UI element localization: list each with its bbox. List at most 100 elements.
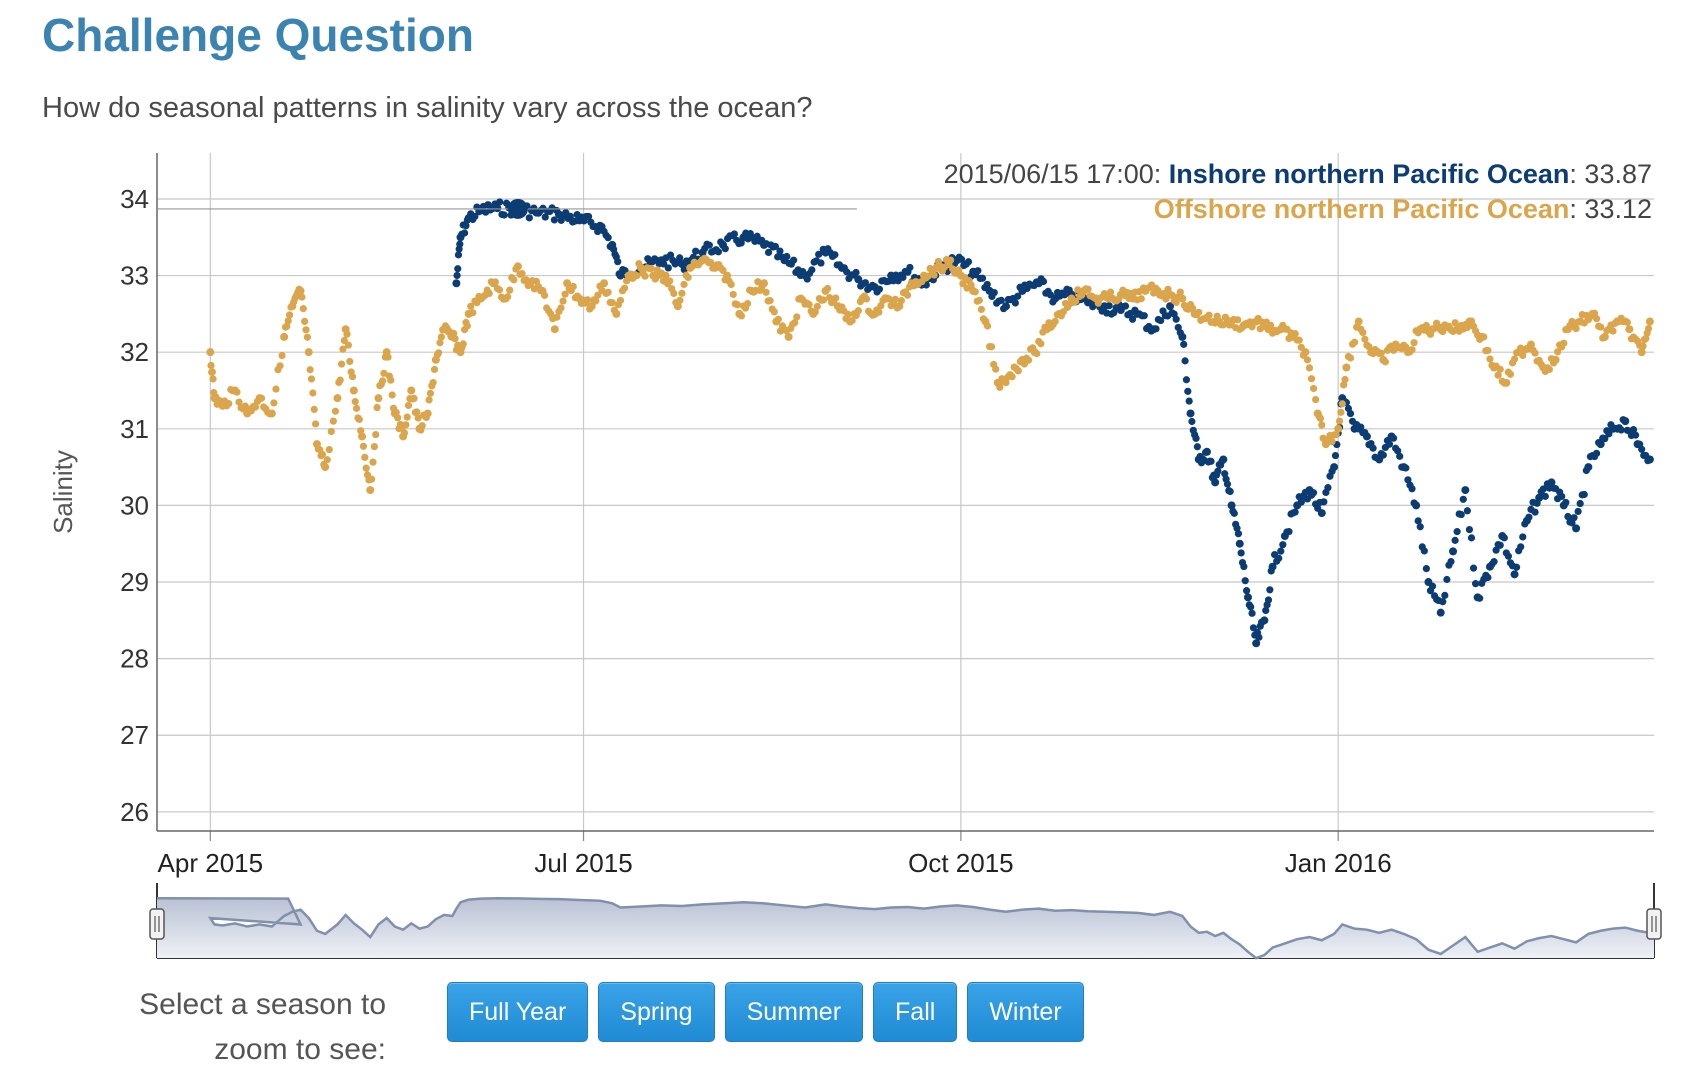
fall-button[interactable]: Fall — [873, 982, 958, 1042]
data-point — [569, 282, 577, 291]
data-point — [1346, 410, 1355, 418]
data-point — [1033, 349, 1041, 358]
data-point — [895, 302, 904, 311]
data-point — [387, 376, 395, 384]
data-point — [1252, 639, 1261, 648]
data-point — [1379, 451, 1387, 459]
data-point — [1592, 449, 1601, 457]
data-point — [848, 316, 856, 325]
data-point — [1500, 534, 1508, 542]
data-point — [764, 248, 773, 257]
tooltip-series-name: Offshore northern Pacific Ocean — [1154, 194, 1570, 224]
data-point — [302, 326, 310, 334]
data-point — [485, 289, 493, 297]
data-point — [1072, 297, 1080, 306]
data-point — [1014, 367, 1022, 375]
data-point — [1346, 354, 1355, 362]
data-point — [1249, 624, 1258, 632]
data-point — [641, 272, 649, 280]
page-subtitle: How do seasonal patterns in salinity var… — [42, 92, 813, 124]
data-point — [1609, 327, 1617, 335]
data-point — [1305, 364, 1314, 372]
data-point — [1317, 509, 1326, 518]
tooltip-line: 2015/06/15 17:00: Inshore northern Pacif… — [944, 159, 1652, 189]
data-point — [284, 317, 292, 325]
data-point — [1219, 455, 1228, 464]
data-point — [854, 307, 862, 315]
y-tick-label: 33 — [120, 261, 149, 291]
data-point — [680, 280, 688, 289]
data-point — [875, 285, 884, 293]
spring-button[interactable]: Spring — [598, 982, 715, 1042]
data-point — [453, 271, 461, 280]
data-point — [1377, 349, 1385, 357]
data-point — [467, 302, 475, 310]
data-point — [506, 286, 514, 294]
data-point — [348, 373, 357, 381]
data-point — [1195, 308, 1203, 316]
data-point — [1486, 355, 1494, 363]
data-point — [299, 305, 307, 313]
data-point — [1623, 318, 1631, 326]
range-navigator[interactable] — [149, 883, 1662, 960]
data-point — [783, 252, 791, 261]
navigator-left-handle[interactable] — [149, 908, 165, 940]
hover-marker — [507, 198, 528, 219]
data-point — [1644, 324, 1653, 333]
data-point — [1237, 549, 1245, 557]
season-prompt-line2: zoom to see: — [214, 1033, 386, 1066]
data-point — [1513, 563, 1521, 571]
data-point — [784, 332, 793, 341]
data-point — [1303, 356, 1312, 364]
data-point — [407, 386, 416, 395]
data-point — [762, 288, 770, 296]
data-point — [311, 420, 320, 428]
data-point — [1361, 335, 1369, 343]
summer-button[interactable]: Summer — [724, 982, 864, 1042]
data-point — [1168, 291, 1176, 299]
data-point — [1285, 528, 1293, 536]
data-point — [1490, 558, 1498, 566]
data-point — [1625, 325, 1634, 334]
data-point — [1463, 507, 1471, 515]
data-point — [541, 213, 549, 221]
data-point — [550, 325, 559, 334]
data-point — [862, 295, 871, 303]
data-point — [1230, 509, 1238, 517]
navigator-right-handle[interactable] — [1646, 908, 1662, 940]
data-point — [633, 272, 641, 280]
data-point — [1449, 547, 1458, 556]
data-point — [1541, 492, 1549, 500]
y-tick-label: 26 — [120, 797, 149, 827]
data-point — [992, 365, 1000, 373]
data-point — [614, 258, 622, 266]
data-point — [435, 349, 443, 357]
data-point — [1211, 478, 1220, 487]
data-point — [369, 458, 377, 466]
data-point — [684, 273, 692, 282]
season-button-group: Full Year Spring Summer Fall Winter — [447, 982, 1084, 1042]
full-year-button[interactable]: Full Year — [447, 982, 589, 1042]
data-point — [436, 339, 444, 347]
data-point — [903, 291, 912, 299]
data-point — [1463, 323, 1471, 332]
data-point — [608, 299, 616, 307]
data-point — [1166, 302, 1175, 311]
data-point — [1526, 340, 1535, 349]
data-point — [272, 385, 280, 393]
data-point — [1002, 379, 1010, 387]
data-point — [1422, 564, 1430, 573]
data-point — [1554, 348, 1562, 356]
data-point — [1172, 315, 1180, 323]
season-prompt-line1: Select a season to — [139, 988, 386, 1021]
data-point — [1235, 539, 1244, 548]
data-point — [267, 409, 276, 418]
data-point — [1517, 543, 1525, 551]
winter-button[interactable]: Winter — [967, 982, 1084, 1042]
data-point — [339, 345, 347, 353]
data-point — [666, 277, 674, 285]
data-point — [1051, 317, 1059, 325]
data-point — [1629, 426, 1638, 434]
chart-plot-area[interactable] — [206, 198, 1654, 648]
salinity-chart[interactable]: 26 27 28 29 30 31 32 33 34 Apr 2015 Jul 2015 Oct 20… — [0, 0, 1704, 970]
